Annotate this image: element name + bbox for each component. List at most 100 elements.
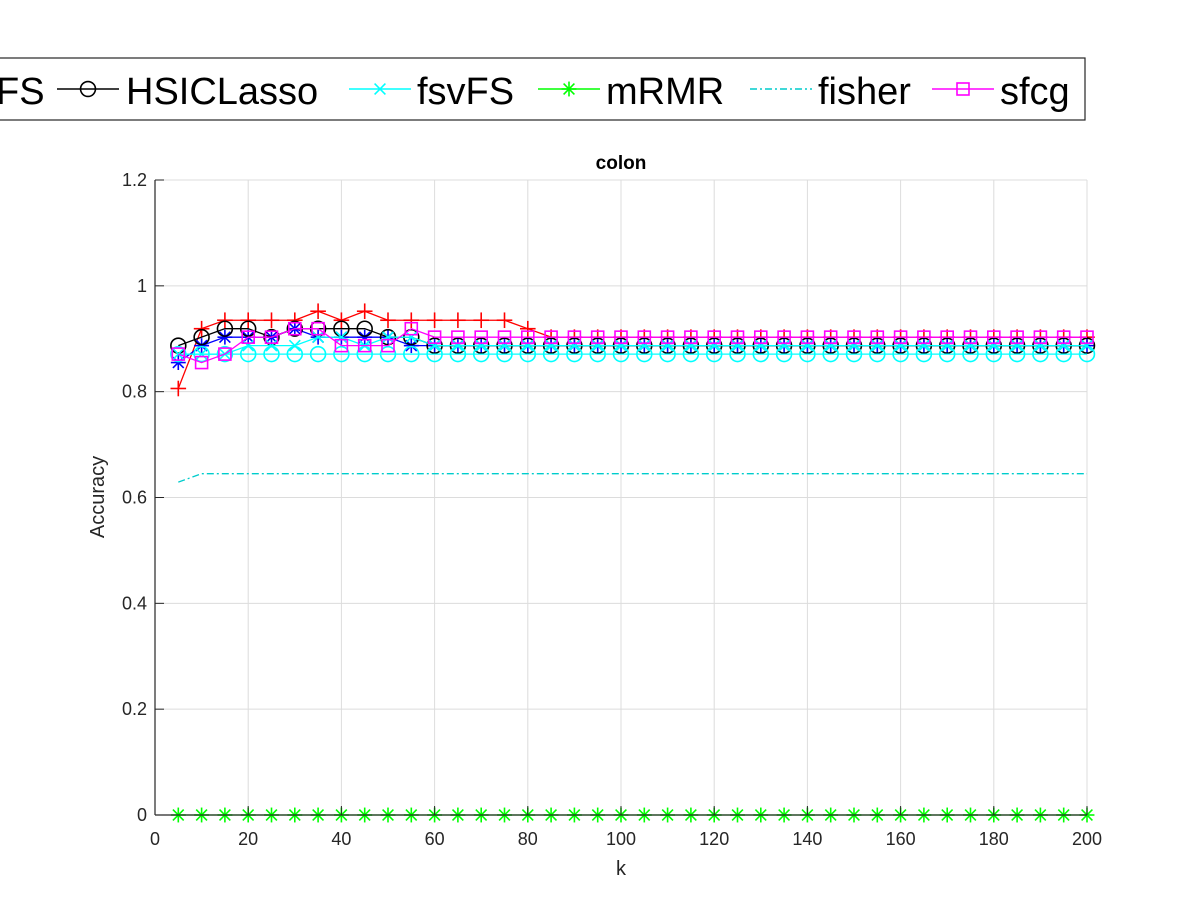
data-point (265, 339, 278, 352)
data-point (380, 312, 396, 329)
data-point (545, 339, 558, 352)
legend-marker (79, 80, 97, 98)
data-point (1008, 345, 1026, 363)
data-point (682, 345, 700, 363)
data-point (1011, 339, 1024, 352)
data-point (892, 345, 909, 363)
x-tick-label: 20 (238, 829, 258, 849)
data-point (381, 338, 395, 353)
data-point (242, 339, 255, 352)
data-point (449, 345, 467, 363)
legend-label: HSICLasso (126, 71, 318, 113)
y-tick-label: 0.6 (122, 488, 147, 508)
y-axis-title: Accuracy (87, 456, 109, 538)
x-tick-label: 60 (425, 829, 445, 849)
data-point (356, 345, 373, 363)
x-tick-label: 40 (331, 829, 351, 849)
legend-label: mRMR (606, 71, 724, 113)
legend-marker (956, 82, 970, 96)
data-point (310, 303, 326, 320)
data-point (170, 345, 187, 363)
data-point (403, 345, 420, 363)
data-point (309, 345, 327, 363)
y-tick-label: 1.2 (122, 170, 147, 190)
data-point (1034, 339, 1047, 352)
data-point (356, 303, 373, 320)
x-tick-label: 100 (606, 829, 636, 849)
y-tick-label: 0 (137, 805, 147, 825)
data-point (800, 330, 815, 344)
y-tick-label: 1 (137, 276, 147, 296)
data-point (1010, 330, 1024, 344)
data-point (333, 312, 350, 329)
data-point (239, 320, 257, 337)
series-line (178, 473, 1087, 483)
data-point (917, 330, 931, 344)
data-point (403, 338, 419, 354)
data-point (379, 345, 397, 363)
data-point (473, 312, 489, 329)
data-point (170, 355, 186, 371)
series-line (178, 327, 1087, 364)
data-point (544, 330, 558, 344)
data-point (426, 312, 443, 329)
data-point (428, 339, 441, 352)
data-point (778, 339, 791, 352)
data-point (264, 330, 279, 344)
data-point (217, 329, 233, 345)
data-point (240, 312, 256, 329)
data-point (288, 339, 301, 352)
data-point (684, 339, 697, 352)
data-point (754, 339, 767, 352)
data-point (1033, 330, 1048, 344)
data-point (263, 312, 280, 329)
data-point (775, 345, 793, 363)
data-point (475, 339, 488, 352)
data-point (287, 321, 302, 336)
legend-entry-fisher: fisher (750, 71, 911, 113)
legend-label: fsvFS (417, 71, 514, 113)
legend-entry-fsvfs: fsvFS (349, 71, 514, 113)
data-point (753, 330, 768, 344)
data-point (286, 345, 304, 363)
data-point (496, 312, 513, 329)
data-point (405, 331, 418, 344)
data-point (660, 330, 675, 344)
data-point (263, 345, 280, 363)
data-point (218, 347, 232, 361)
data-point (1078, 345, 1096, 363)
data-point (193, 345, 210, 363)
data-point (216, 320, 234, 337)
series-group (170, 303, 1096, 823)
data-point (450, 312, 466, 329)
data-point (871, 339, 884, 352)
data-point (241, 330, 255, 344)
data-point (869, 345, 886, 363)
series-fisher (178, 473, 1087, 483)
data-point (216, 345, 234, 363)
data-point (520, 320, 536, 337)
data-point (311, 321, 325, 336)
data-point (731, 339, 744, 352)
x-tick-label: 160 (886, 829, 916, 849)
data-point (542, 345, 560, 363)
data-point (568, 339, 581, 352)
legend-entry-mrmr: mRMR (538, 71, 724, 113)
data-point (498, 339, 511, 352)
data-point (799, 345, 816, 363)
data-point (917, 339, 930, 352)
data-point (848, 339, 860, 352)
data-point (472, 345, 490, 363)
data-point (591, 339, 604, 352)
series-sfcg (171, 321, 1094, 370)
data-point (521, 339, 534, 352)
data-point (356, 320, 373, 337)
legend-entry-hsiclasso: HSICLasso (57, 71, 318, 113)
data-point (1032, 345, 1049, 363)
data-point (404, 321, 419, 336)
data-point (822, 345, 839, 363)
data-point (636, 345, 653, 363)
legend-marker (561, 81, 577, 97)
y-tick-label: 0.4 (122, 593, 147, 613)
x-tick-label: 120 (699, 829, 729, 849)
